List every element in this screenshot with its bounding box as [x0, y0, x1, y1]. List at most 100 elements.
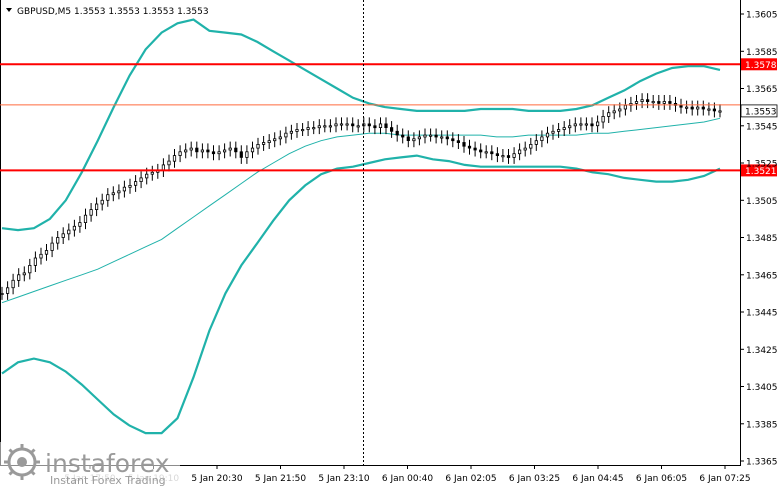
candle-body	[22, 272, 26, 276]
candle-body	[473, 147, 477, 151]
candle	[523, 141, 527, 157]
candle	[651, 95, 655, 109]
candle	[417, 130, 422, 146]
candle-body	[685, 106, 689, 109]
candle	[534, 134, 538, 151]
candle	[278, 130, 282, 146]
candle-body	[662, 101, 666, 104]
y-tick-label: 1.3585	[746, 48, 778, 58]
candle	[33, 251, 38, 272]
candle	[395, 124, 399, 142]
candle-body	[67, 229, 71, 235]
candle-body	[646, 99, 650, 102]
candle	[300, 123, 305, 136]
candle-body	[523, 147, 527, 151]
candle	[545, 126, 550, 144]
candle-body	[167, 160, 171, 166]
candle	[462, 136, 466, 153]
candle-body	[356, 125, 360, 128]
candle	[22, 266, 26, 282]
candle-body	[456, 140, 461, 143]
candle	[312, 121, 316, 135]
candle-body	[423, 134, 427, 138]
candle-body	[128, 184, 132, 188]
candle	[506, 149, 511, 164]
candle-body	[122, 186, 126, 192]
watermark: instaforex Instant Forex Trading	[0, 442, 180, 489]
y-tick-label: 1.3425	[746, 346, 778, 356]
candle	[401, 128, 405, 144]
y-tick-label: 1.3445	[746, 309, 778, 319]
candle	[167, 154, 171, 172]
candle	[172, 149, 177, 168]
candle	[289, 124, 294, 140]
candle	[256, 137, 260, 155]
candle-body	[172, 155, 177, 162]
candle-body	[467, 145, 472, 149]
candle-body	[56, 237, 60, 244]
candle	[78, 216, 82, 233]
candle-body	[234, 147, 238, 153]
candle-body	[651, 101, 655, 104]
candle-body	[395, 130, 399, 136]
candle-body	[434, 134, 438, 138]
candle	[562, 121, 566, 136]
candle	[44, 244, 49, 261]
candle	[640, 93, 644, 109]
candle	[634, 95, 639, 110]
candle	[317, 119, 321, 135]
candle	[596, 115, 600, 133]
candle-body	[451, 138, 455, 142]
candle	[568, 119, 572, 135]
candle	[351, 117, 355, 133]
candle-body	[696, 106, 700, 110]
candle	[72, 219, 76, 237]
y-tick-label: 1.3365	[746, 458, 778, 468]
candle-body	[373, 125, 377, 129]
y-tick-label: 1.3465	[746, 271, 778, 281]
candle-body	[145, 173, 149, 179]
candle	[273, 132, 277, 148]
candle	[440, 130, 444, 144]
candle-body	[295, 129, 299, 132]
candle	[646, 93, 650, 109]
candle	[117, 184, 121, 200]
candle-body	[495, 153, 500, 156]
candle-body	[568, 125, 572, 129]
candle-body	[389, 127, 394, 132]
candle-body	[445, 136, 449, 140]
watermark-brand: instaforex	[45, 449, 170, 478]
candle	[718, 104, 722, 118]
candle	[662, 95, 666, 110]
candle	[557, 123, 561, 138]
candle	[211, 145, 216, 161]
candle	[189, 141, 193, 157]
candle-body	[579, 123, 583, 126]
candle-body	[245, 151, 249, 158]
candle-body	[317, 125, 321, 129]
candle-body	[222, 149, 227, 153]
candle-body	[601, 116, 605, 123]
candle-body	[200, 149, 204, 153]
candle-body	[211, 151, 216, 155]
candle	[512, 147, 516, 164]
candle	[83, 208, 88, 230]
candle-body	[367, 123, 371, 127]
x-tick-label: 5 Jan 23:10	[318, 474, 370, 484]
y-tick-label: 1.3505	[746, 197, 778, 207]
resistance-level-label-bg	[741, 58, 777, 71]
candle	[501, 149, 505, 163]
collapse-triangle-icon[interactable]	[6, 8, 12, 12]
candle	[451, 132, 455, 148]
candle	[685, 100, 689, 114]
candle-body	[95, 203, 99, 210]
candle-body	[428, 134, 433, 137]
y-tick-label: 1.3485	[746, 234, 778, 244]
candle-body	[50, 242, 54, 251]
candle-body	[312, 127, 316, 130]
candle-body	[607, 112, 611, 117]
candle	[306, 121, 310, 136]
candle-body	[712, 108, 717, 112]
x-tick-label: 6 Jan 04:45	[572, 474, 623, 484]
